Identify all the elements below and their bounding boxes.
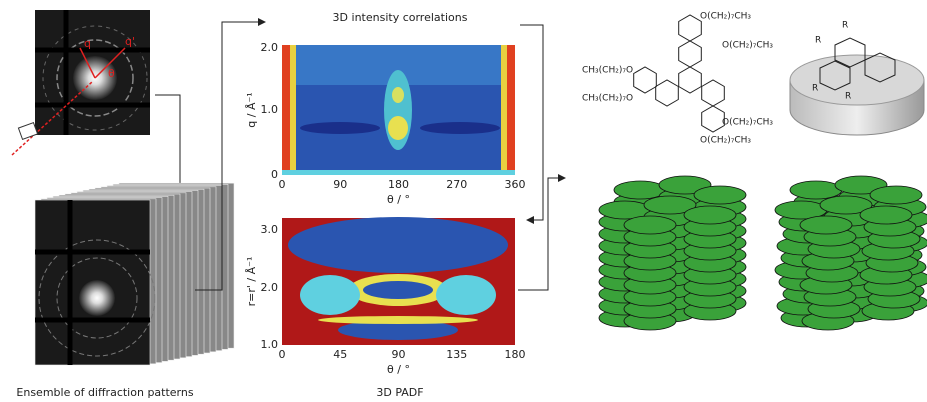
arrow — [155, 95, 180, 188]
substituent: CH₃(CH₂)₇O — [582, 66, 633, 76]
disc — [790, 181, 842, 199]
substituent: O(CH₂)₇CH₃ — [722, 41, 773, 51]
r-label: R — [845, 92, 851, 102]
disc — [614, 181, 666, 199]
x-tick-label: 45 — [333, 348, 347, 361]
disk-model: R R R R — [790, 21, 924, 136]
substituent: O(CH₂)₇CH₃ — [700, 12, 751, 22]
y-axis-label: q / Å⁻¹ — [245, 92, 258, 127]
substituents: O(CH₂)₇CH₃ O(CH₂)₇CH₃ CH₃(CH₂)₇O CH₃(CH₂… — [582, 12, 773, 146]
x-tick-label: 90 — [392, 348, 406, 361]
disc — [694, 186, 746, 204]
y-axis-label: r=r' / Å⁻¹ — [245, 257, 258, 307]
y-tick-label: 1.0 — [261, 338, 279, 351]
x-tick-label: 135 — [446, 348, 467, 361]
y-tick-label: 2.0 — [261, 41, 279, 54]
x-tick-label: 270 — [446, 178, 467, 191]
correlations-title: 3D intensity correlations — [333, 11, 468, 24]
beam-center — [79, 280, 115, 316]
ring — [634, 67, 657, 93]
substituent: CH₃(CH₂)₇O — [582, 94, 633, 104]
y-tick-label: 2.0 — [261, 281, 279, 294]
ring — [702, 80, 725, 106]
x-axis-label: θ / ° — [387, 193, 410, 206]
ring — [679, 41, 702, 67]
diffraction-pattern: q q' θ — [12, 10, 150, 155]
arrow — [518, 178, 562, 290]
r-label: R — [812, 84, 818, 94]
figure: q q' θ Ensemble of diffraction patterns … — [0, 0, 927, 402]
x-tick-label: 180 — [388, 178, 409, 191]
arrowhead — [526, 216, 534, 224]
arrowhead — [258, 18, 266, 26]
r-label: R — [842, 21, 848, 31]
disc — [870, 186, 922, 204]
disc — [860, 206, 912, 224]
y-tick-label: 0 — [271, 168, 278, 181]
stack-caption: Ensemble of diffraction patterns — [16, 386, 193, 399]
columnar-stacks — [599, 176, 927, 330]
x-axis-label: θ / ° — [387, 363, 410, 376]
q-label: q — [84, 37, 91, 50]
y-tick-label: 3.0 — [261, 223, 279, 236]
correlations-heatmap — [282, 45, 515, 175]
pattern-stack — [35, 183, 234, 365]
disc — [684, 206, 736, 224]
disc — [800, 216, 852, 234]
ring — [702, 106, 725, 132]
padf-heatmap — [282, 217, 515, 345]
ring — [679, 67, 702, 93]
substituent: O(CH₂)₇CH₃ — [700, 136, 751, 146]
x-tick-label: 0 — [279, 178, 286, 191]
ring — [679, 15, 702, 41]
theta-label: θ — [108, 67, 115, 80]
molecule — [634, 15, 725, 132]
x-tick-label: 0 — [279, 348, 286, 361]
x-tick-label: 90 — [333, 178, 347, 191]
arrowhead — [558, 174, 566, 182]
q-prime-label: q' — [125, 35, 135, 48]
padf-caption: 3D PADF — [376, 386, 423, 399]
x-tick-label: 180 — [505, 348, 526, 361]
ring — [656, 80, 679, 106]
x-tick-label: 360 — [505, 178, 526, 191]
y-tick-label: 1.0 — [261, 103, 279, 116]
disc — [624, 216, 676, 234]
r-label: R — [815, 36, 821, 46]
substituent: O(CH₂)₇CH₃ — [722, 118, 773, 128]
